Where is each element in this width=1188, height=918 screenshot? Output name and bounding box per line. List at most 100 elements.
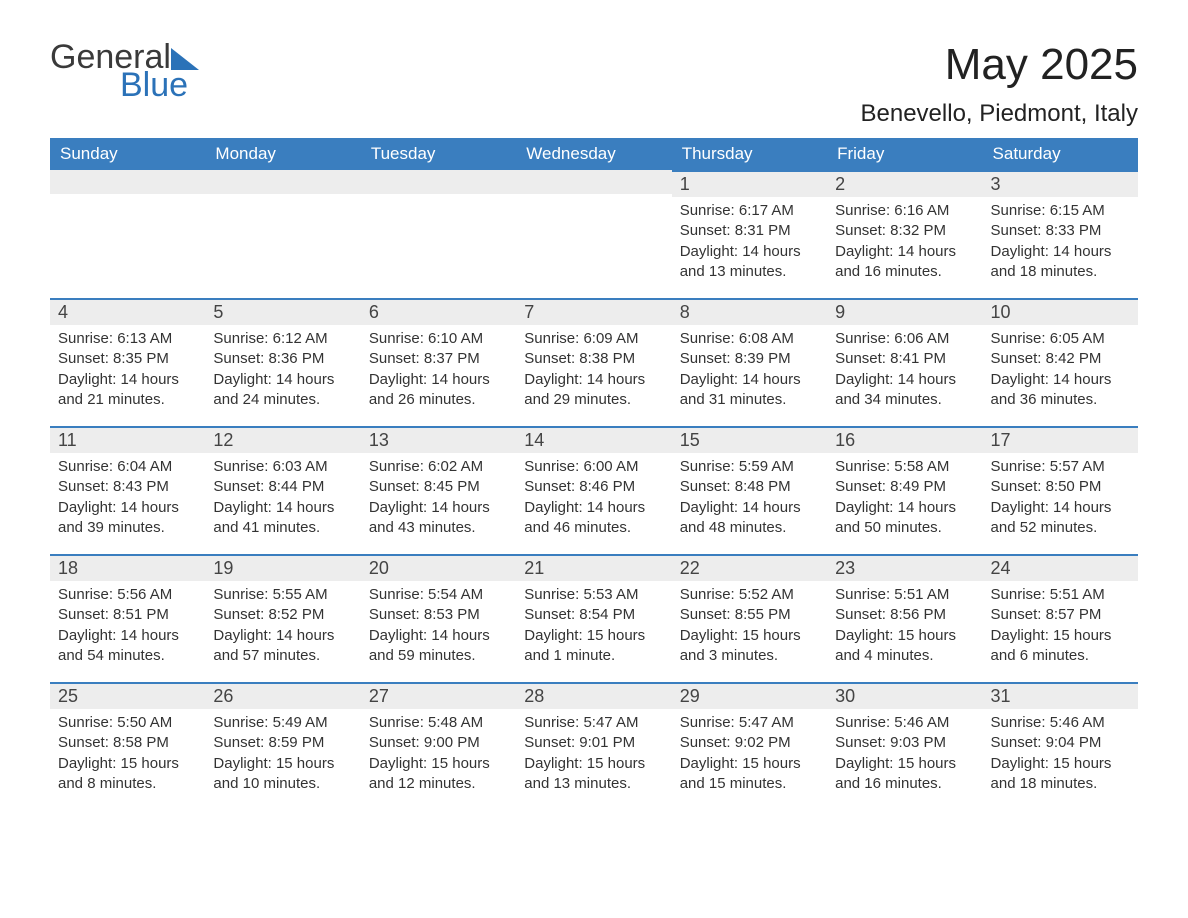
sunset-line: Sunset: 8:49 PM — [835, 477, 974, 497]
sunset-line: Sunset: 8:43 PM — [58, 477, 197, 497]
daylight-line: Daylight: 15 hours and 13 minutes. — [524, 754, 663, 795]
day-number: 11 — [50, 426, 205, 453]
sunrise-line: Sunrise: 6:08 AM — [680, 329, 819, 349]
daylight-line: Daylight: 14 hours and 50 minutes. — [835, 498, 974, 539]
weekday-header: Friday — [827, 138, 982, 170]
day-details: Sunrise: 5:47 AMSunset: 9:02 PMDaylight:… — [672, 709, 827, 802]
day-details: Sunrise: 6:08 AMSunset: 8:39 PMDaylight:… — [672, 325, 827, 418]
daylight-line: Daylight: 14 hours and 57 minutes. — [213, 626, 352, 667]
day-number: 21 — [516, 554, 671, 581]
calendar-cell: 31Sunrise: 5:46 AMSunset: 9:04 PMDayligh… — [983, 682, 1138, 810]
sunrise-line: Sunrise: 6:03 AM — [213, 457, 352, 477]
daylight-line: Daylight: 15 hours and 4 minutes. — [835, 626, 974, 667]
day-details: Sunrise: 6:05 AMSunset: 8:42 PMDaylight:… — [983, 325, 1138, 418]
sunrise-line: Sunrise: 6:15 AM — [991, 201, 1130, 221]
calendar-cell: 28Sunrise: 5:47 AMSunset: 9:01 PMDayligh… — [516, 682, 671, 810]
calendar-cell: 3Sunrise: 6:15 AMSunset: 8:33 PMDaylight… — [983, 170, 1138, 298]
daylight-line: Daylight: 15 hours and 18 minutes. — [991, 754, 1130, 795]
day-details: Sunrise: 5:52 AMSunset: 8:55 PMDaylight:… — [672, 581, 827, 674]
daylight-line: Daylight: 14 hours and 31 minutes. — [680, 370, 819, 411]
day-number: 9 — [827, 298, 982, 325]
sunrise-line: Sunrise: 6:00 AM — [524, 457, 663, 477]
sunrise-line: Sunrise: 6:06 AM — [835, 329, 974, 349]
day-number: 30 — [827, 682, 982, 709]
daylight-line: Daylight: 14 hours and 29 minutes. — [524, 370, 663, 411]
daylight-line: Daylight: 14 hours and 39 minutes. — [58, 498, 197, 539]
sunset-line: Sunset: 8:50 PM — [991, 477, 1130, 497]
calendar-cell: 26Sunrise: 5:49 AMSunset: 8:59 PMDayligh… — [205, 682, 360, 810]
day-details: Sunrise: 6:00 AMSunset: 8:46 PMDaylight:… — [516, 453, 671, 546]
sunrise-line: Sunrise: 5:47 AM — [680, 713, 819, 733]
sunset-line: Sunset: 8:58 PM — [58, 733, 197, 753]
calendar-cell — [361, 170, 516, 298]
sunrise-line: Sunrise: 5:51 AM — [991, 585, 1130, 605]
calendar-cell: 13Sunrise: 6:02 AMSunset: 8:45 PMDayligh… — [361, 426, 516, 554]
sunrise-line: Sunrise: 5:53 AM — [524, 585, 663, 605]
day-number: 5 — [205, 298, 360, 325]
daylight-line: Daylight: 14 hours and 13 minutes. — [680, 242, 819, 283]
sunset-line: Sunset: 9:02 PM — [680, 733, 819, 753]
day-number: 15 — [672, 426, 827, 453]
day-number: 20 — [361, 554, 516, 581]
calendar-cell — [205, 170, 360, 298]
calendar-cell: 18Sunrise: 5:56 AMSunset: 8:51 PMDayligh… — [50, 554, 205, 682]
daylight-line: Daylight: 14 hours and 16 minutes. — [835, 242, 974, 283]
day-number: 18 — [50, 554, 205, 581]
calendar-cell: 7Sunrise: 6:09 AMSunset: 8:38 PMDaylight… — [516, 298, 671, 426]
day-number: 22 — [672, 554, 827, 581]
day-number: 10 — [983, 298, 1138, 325]
day-number: 23 — [827, 554, 982, 581]
daylight-line: Daylight: 14 hours and 46 minutes. — [524, 498, 663, 539]
calendar-cell: 29Sunrise: 5:47 AMSunset: 9:02 PMDayligh… — [672, 682, 827, 810]
day-details: Sunrise: 5:57 AMSunset: 8:50 PMDaylight:… — [983, 453, 1138, 546]
day-number: 31 — [983, 682, 1138, 709]
weekday-header-row: SundayMondayTuesdayWednesdayThursdayFrid… — [50, 138, 1138, 170]
sunset-line: Sunset: 9:03 PM — [835, 733, 974, 753]
brand-triangle-icon — [171, 48, 199, 70]
daylight-line: Daylight: 14 hours and 48 minutes. — [680, 498, 819, 539]
calendar-cell: 12Sunrise: 6:03 AMSunset: 8:44 PMDayligh… — [205, 426, 360, 554]
daylight-line: Daylight: 15 hours and 15 minutes. — [680, 754, 819, 795]
sunset-line: Sunset: 9:00 PM — [369, 733, 508, 753]
day-details: Sunrise: 5:50 AMSunset: 8:58 PMDaylight:… — [50, 709, 205, 802]
calendar-table: SundayMondayTuesdayWednesdayThursdayFrid… — [50, 138, 1138, 810]
daylight-line: Daylight: 15 hours and 10 minutes. — [213, 754, 352, 795]
sunset-line: Sunset: 8:42 PM — [991, 349, 1130, 369]
daylight-line: Daylight: 14 hours and 41 minutes. — [213, 498, 352, 539]
sunrise-line: Sunrise: 5:57 AM — [991, 457, 1130, 477]
calendar-cell: 23Sunrise: 5:51 AMSunset: 8:56 PMDayligh… — [827, 554, 982, 682]
calendar-cell: 19Sunrise: 5:55 AMSunset: 8:52 PMDayligh… — [205, 554, 360, 682]
day-details: Sunrise: 6:15 AMSunset: 8:33 PMDaylight:… — [983, 197, 1138, 290]
empty-day-bar — [361, 170, 516, 194]
weekday-header: Saturday — [983, 138, 1138, 170]
sunset-line: Sunset: 8:36 PM — [213, 349, 352, 369]
day-number: 7 — [516, 298, 671, 325]
sunrise-line: Sunrise: 6:09 AM — [524, 329, 663, 349]
calendar-cell: 20Sunrise: 5:54 AMSunset: 8:53 PMDayligh… — [361, 554, 516, 682]
sunrise-line: Sunrise: 5:46 AM — [835, 713, 974, 733]
calendar-cell — [50, 170, 205, 298]
day-number: 16 — [827, 426, 982, 453]
day-number: 8 — [672, 298, 827, 325]
sunrise-line: Sunrise: 5:49 AM — [213, 713, 352, 733]
calendar-cell: 27Sunrise: 5:48 AMSunset: 9:00 PMDayligh… — [361, 682, 516, 810]
day-details: Sunrise: 6:17 AMSunset: 8:31 PMDaylight:… — [672, 197, 827, 290]
weekday-header: Thursday — [672, 138, 827, 170]
sunrise-line: Sunrise: 5:55 AM — [213, 585, 352, 605]
day-details: Sunrise: 5:46 AMSunset: 9:04 PMDaylight:… — [983, 709, 1138, 802]
sunset-line: Sunset: 9:01 PM — [524, 733, 663, 753]
calendar-cell: 30Sunrise: 5:46 AMSunset: 9:03 PMDayligh… — [827, 682, 982, 810]
sunrise-line: Sunrise: 5:52 AM — [680, 585, 819, 605]
daylight-line: Daylight: 15 hours and 8 minutes. — [58, 754, 197, 795]
sunrise-line: Sunrise: 5:54 AM — [369, 585, 508, 605]
sunset-line: Sunset: 8:45 PM — [369, 477, 508, 497]
day-number: 27 — [361, 682, 516, 709]
sunset-line: Sunset: 8:56 PM — [835, 605, 974, 625]
day-details: Sunrise: 5:59 AMSunset: 8:48 PMDaylight:… — [672, 453, 827, 546]
day-details: Sunrise: 5:53 AMSunset: 8:54 PMDaylight:… — [516, 581, 671, 674]
day-details: Sunrise: 5:51 AMSunset: 8:57 PMDaylight:… — [983, 581, 1138, 674]
calendar-cell: 10Sunrise: 6:05 AMSunset: 8:42 PMDayligh… — [983, 298, 1138, 426]
sunrise-line: Sunrise: 5:50 AM — [58, 713, 197, 733]
location-subtitle: Benevello, Piedmont, Italy — [861, 100, 1139, 128]
calendar-cell: 9Sunrise: 6:06 AMSunset: 8:41 PMDaylight… — [827, 298, 982, 426]
